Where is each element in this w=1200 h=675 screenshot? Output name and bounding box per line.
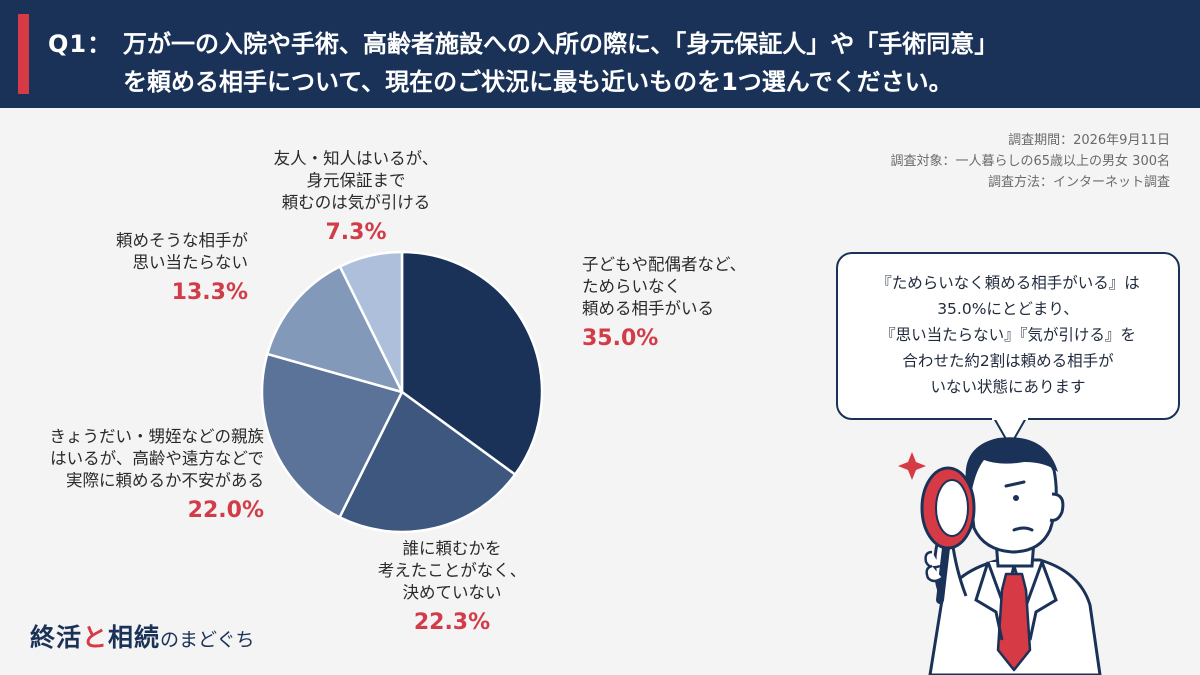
slice-percent: 22.0% [187, 498, 264, 523]
slice-label-line: 頼めそうな相手が [116, 231, 248, 250]
survey-target: 調査対象：一人暮らしの65歳以上の男女 300名 [890, 154, 1171, 169]
question-number: Q1： [48, 30, 113, 58]
speech-bubble: 『ためらいなく頼める相手がいる』は 35.0%にとどまり、 『思い当たらない』『… [836, 252, 1180, 420]
slice-label-no-one: 頼めそうな相手が 思い当たらない 13.3% [116, 230, 248, 306]
slice-percent: 35.0% [582, 326, 659, 351]
slice-label-line: 誰に頼むかを [402, 539, 502, 558]
brand-logo: 終活と相続のまどぐち [30, 618, 254, 654]
bubble-line: 『ためらいなく頼める相手がいる』は [876, 274, 1140, 292]
slice-label-line: 考えたことがなく、 [377, 561, 527, 580]
slice-label-line: 友人・知人はいるが、 [273, 149, 439, 168]
slice-label-relatives: きょうだい・甥姪などの親族 はいるが、高齢や遠方などで 実際に頼めるか不安がある… [50, 426, 265, 524]
slice-label-line: 実際に頼めるか不安がある [66, 471, 264, 490]
survey-period: 調査期間：2026年9月11日 [1008, 133, 1170, 148]
slice-label-line: 思い当たらない [132, 253, 249, 272]
bubble-line: いない状態にあります [930, 378, 1086, 396]
slice-percent: 7.3% [325, 220, 387, 245]
survey-method: 調査方法：インターネット調査 [987, 175, 1170, 190]
slice-label-friends: 友人・知人はいるが、 身元保証まで 頼むのは気が引ける 7.3% [256, 148, 456, 246]
slice-label-line: 頼める相手がいる [582, 299, 714, 318]
slice-label-line: 身元保証まで [306, 171, 406, 190]
header-banner: Q1： 万が一の入院や手術、高齢者施設への入所の際に、「身元保証人」や「手術同意… [0, 0, 1200, 108]
bubble-line: 35.0%にとどまり、 [937, 300, 1079, 318]
pie-slice-relatives [260, 352, 404, 519]
question-text-line-1: 万が一の入院や手術、高齢者施設への入所の際に、「身元保証人」や「手術同意」 [123, 30, 999, 58]
sparkle-icon [898, 452, 926, 480]
survey-meta: 調査期間：2026年9月11日 調査対象：一人暮らしの65歳以上の男女 300名… [891, 130, 1171, 193]
slice-label-undecided: 誰に頼むかを 考えたことがなく、 決めていない 22.3% [352, 538, 552, 636]
question-text-line-2: を頼める相手について、現在のご状況に最も近いものを1つ選んでください。 [123, 68, 953, 96]
slice-label-line: はいるが、高齢や遠方などで [50, 449, 264, 468]
slice-label-line: 決めていない [402, 583, 502, 602]
bubble-line: 合わせた約2割は頼める相手が [902, 352, 1114, 370]
logo-amp: と [82, 623, 109, 652]
accent-bar [18, 14, 29, 94]
slice-percent: 22.3% [413, 610, 491, 635]
slice-label-line: ためらいなく [582, 277, 681, 296]
pie-slice-no-one [266, 265, 404, 394]
slice-label-line: 頼むのは気が引ける [281, 193, 431, 212]
slice-percent: 13.3% [171, 280, 248, 305]
logo-part-2: 相続 [108, 623, 161, 652]
bubble-line: 『思い当たらない』『気が引ける』を [880, 326, 1136, 344]
bubble-text: 『ためらいなく頼める相手がいる』は 35.0%にとどまり、 『思い当たらない』『… [838, 270, 1178, 400]
logo-part-1: 終活 [30, 623, 83, 652]
pie-slice-family [400, 250, 544, 476]
magnifier-icon [920, 466, 976, 604]
logo-suffix: のまどぐち [160, 629, 255, 651]
slice-label-line: きょうだい・甥姪などの親族 [49, 427, 265, 446]
slice-label-family: 子どもや配偶者など、 ためらいなく 頼める相手がいる 35.0% [582, 254, 746, 352]
slice-label-line: 子どもや配偶者など、 [582, 255, 747, 274]
pie-slice-friends [338, 250, 404, 394]
pie-slice-undecided [338, 390, 517, 534]
